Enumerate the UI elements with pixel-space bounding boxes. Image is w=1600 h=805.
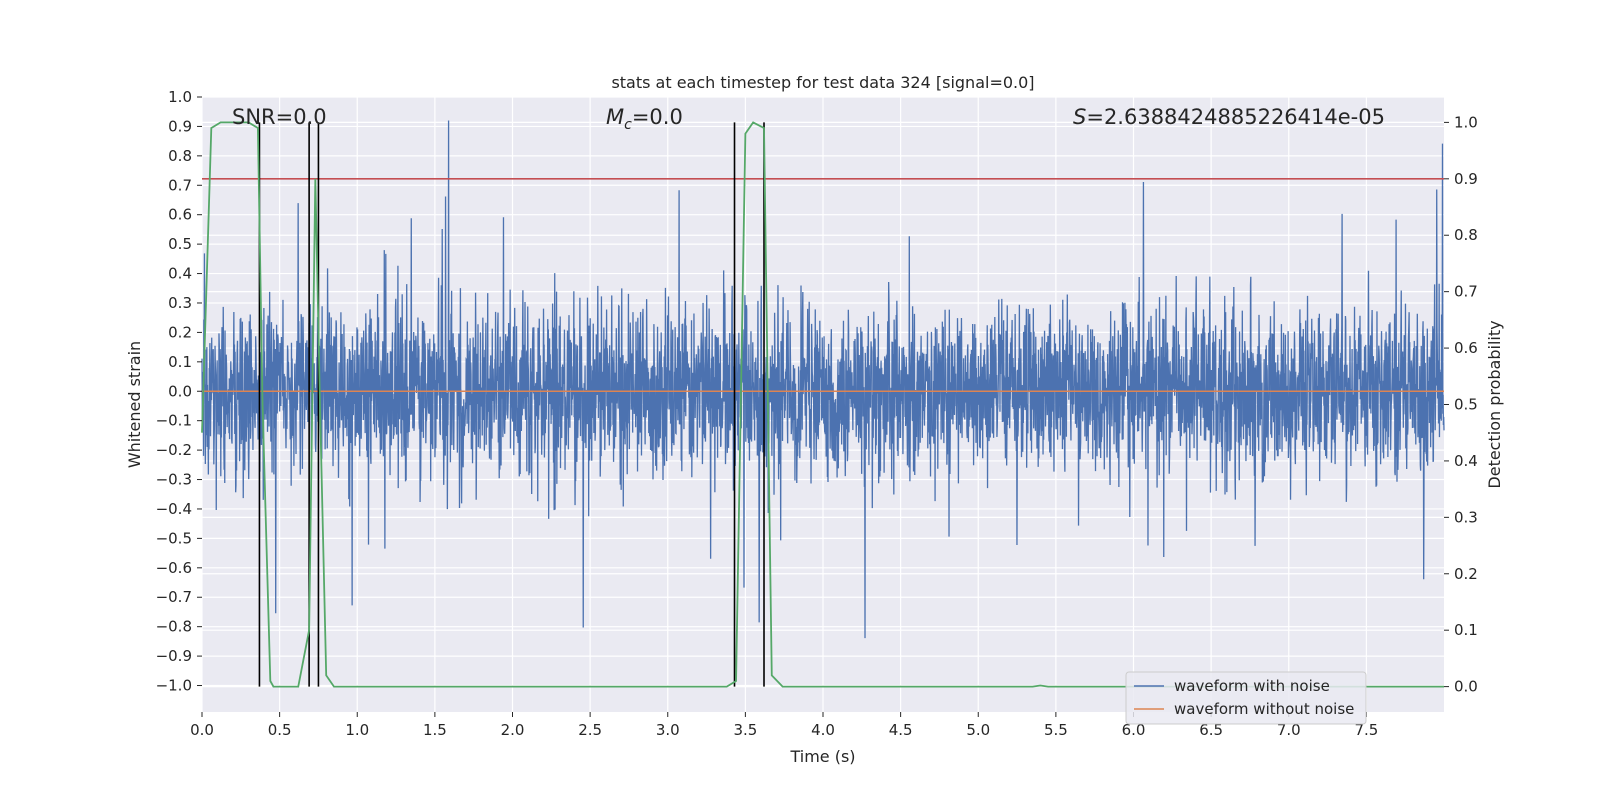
y-tick-label: −0.3 xyxy=(156,471,192,489)
y2-tick-label: 0.7 xyxy=(1454,283,1478,301)
snr-annotation: SNR=0.0 xyxy=(232,105,327,129)
s-symbol: S xyxy=(1073,105,1086,129)
mc-value: =0.0 xyxy=(632,105,683,129)
x-tick-label: 5.0 xyxy=(966,721,990,739)
mc-symbol: M xyxy=(606,105,624,129)
y-tick-label: 0.9 xyxy=(168,117,192,135)
chirp-mass-annotation: Mc=0.0 xyxy=(606,105,683,133)
x-tick-label: 6.5 xyxy=(1199,721,1223,739)
legend-box xyxy=(1125,671,1367,725)
y-tick-label: −0.8 xyxy=(156,618,192,636)
x-tick-label: 3.0 xyxy=(656,721,680,739)
y-tick-label: 0.3 xyxy=(168,294,192,312)
y2-axis-label: Detection probability xyxy=(1485,320,1504,488)
y-axis-label: Whitened strain xyxy=(125,341,144,468)
legend: waveform with noise waveform without noi… xyxy=(1125,671,1367,725)
detection-probability-line xyxy=(201,121,1444,688)
y-tick-label: −0.6 xyxy=(156,559,192,577)
s-value: =2.6388424885226414e-05 xyxy=(1086,105,1385,129)
y-tick-label: 0.2 xyxy=(168,323,192,341)
x-tick-label: 7.0 xyxy=(1277,721,1301,739)
y-tick-label: −0.7 xyxy=(156,588,192,606)
y-tick-label: 1.0 xyxy=(168,88,192,106)
y2-tick-label: 1.0 xyxy=(1454,113,1478,131)
y2-tick-label: 0.3 xyxy=(1454,508,1478,526)
y-tick-label: −0.1 xyxy=(156,412,192,430)
y-tick-label: 0.1 xyxy=(168,353,192,371)
y2-tick-label: 0.6 xyxy=(1454,339,1478,357)
x-tick-label: 4.5 xyxy=(889,721,913,739)
y-tick-label: −0.2 xyxy=(156,441,192,459)
y-tick-label: 0.5 xyxy=(168,235,192,253)
y2-tick-label: 0.9 xyxy=(1454,170,1478,188)
y-tick-label: −1.0 xyxy=(156,677,192,695)
noisy-waveform-series xyxy=(201,120,1445,639)
x-axis-label: Time (s) xyxy=(789,747,855,766)
y-tick-label: 0.6 xyxy=(168,206,192,224)
mc-subscript: c xyxy=(624,117,632,133)
x-tick-label: 4.0 xyxy=(811,721,835,739)
x-tick-label: 1.5 xyxy=(423,721,447,739)
x-tick-label: 6.0 xyxy=(1122,721,1146,739)
legend-label-clean: waveform without noise xyxy=(1174,700,1354,718)
x-tick-label: 0.5 xyxy=(268,721,292,739)
axes-layer: 0.0 0.5 1.0 1.5 2.0 2.5 3.0 3.5 4.0 4.5 5.0 5.5 6.0 6… xyxy=(156,88,1478,739)
y-tick-label: 0.4 xyxy=(168,265,192,283)
x-tick-label: 1.0 xyxy=(345,721,369,739)
chart-title: stats at each timestep for test data 324… xyxy=(611,73,1034,92)
noisy-waveform-line xyxy=(201,120,1445,639)
y-tick-label: 0.8 xyxy=(168,147,192,165)
x-tick-label: 7.5 xyxy=(1354,721,1378,739)
x-tick-label: 0.0 xyxy=(190,721,214,739)
y2-tick-label: 0.1 xyxy=(1454,621,1478,639)
y-tick-label: 0.0 xyxy=(168,382,192,400)
y2-tick-label: 0.2 xyxy=(1454,565,1478,583)
y2-tick-label: 0.0 xyxy=(1454,678,1478,696)
s-statistic-annotation: S=2.6388424885226414e-05 xyxy=(1073,105,1385,129)
x-tick-label: 3.5 xyxy=(733,721,757,739)
x-tick-label: 2.5 xyxy=(578,721,602,739)
y-tick-label: −0.4 xyxy=(156,500,192,518)
y2-tick-label: 0.4 xyxy=(1454,452,1478,470)
y-tick-label: 0.7 xyxy=(168,176,192,194)
overlay-layer xyxy=(201,121,1444,688)
y2-tick-label: 0.5 xyxy=(1454,396,1478,414)
legend-label-noisy: waveform with noise xyxy=(1174,677,1330,695)
y-tick-label: −0.9 xyxy=(156,647,192,665)
x-tick-label: 5.5 xyxy=(1044,721,1068,739)
y2-tick-label: 0.8 xyxy=(1454,226,1478,244)
x-tick-label: 2.0 xyxy=(501,721,525,739)
y-tick-label: −0.5 xyxy=(156,529,192,547)
